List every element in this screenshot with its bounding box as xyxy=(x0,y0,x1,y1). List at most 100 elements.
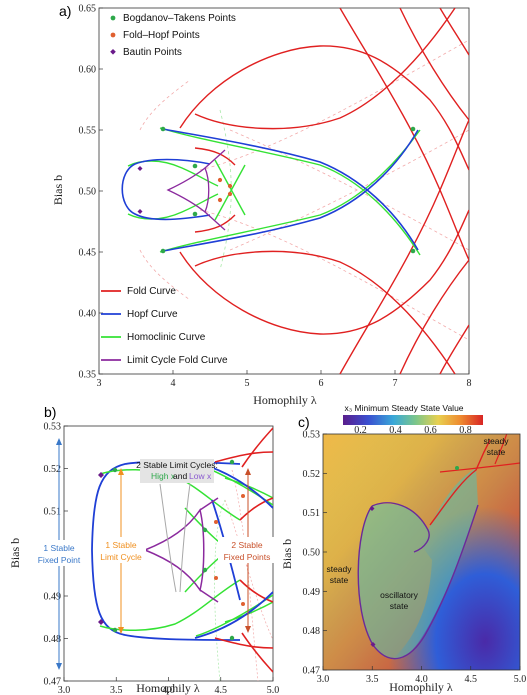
bt-point xyxy=(202,527,208,533)
y-tick-label: 0.50 xyxy=(303,548,321,559)
y-tick-label: 0.65 xyxy=(79,4,97,15)
panel-b-ylabel: Bias b xyxy=(8,538,22,568)
bt-point xyxy=(455,466,459,470)
bautin-point xyxy=(370,642,376,647)
fold-curve-lower-arc xyxy=(179,209,469,335)
fold-boundary xyxy=(429,439,491,526)
region-steady-left-1: steady xyxy=(326,564,352,574)
two-fixed-label-2: Fixed Points xyxy=(224,552,271,562)
bt-point xyxy=(229,635,235,641)
two-cycles-and: and xyxy=(173,471,187,481)
bautin-point xyxy=(98,472,104,478)
legend-homoclinic-label: Homoclinic Curve xyxy=(127,332,206,343)
panel-a-xlabel: Homophily λ xyxy=(253,393,317,407)
stable-cycle-label-bg xyxy=(96,537,146,563)
dashed-fold-branch xyxy=(139,79,191,131)
x-tick-label: 3.0 xyxy=(317,674,330,685)
region-steady-top-2: state xyxy=(487,447,506,457)
panel-b-points xyxy=(98,459,245,641)
fold-curve xyxy=(194,147,236,166)
panel-a-hopf-curves xyxy=(121,128,419,252)
fold-curve xyxy=(239,497,273,521)
panel-a-lcfold-curves xyxy=(166,149,226,231)
panel-c-xlabel: Homophily λ xyxy=(389,680,453,694)
legend-bt-label: Bogdanov–Takens Points xyxy=(123,13,236,24)
bt-point xyxy=(160,126,166,132)
bt-point xyxy=(160,248,166,254)
y-tick-label: 0.49 xyxy=(303,587,321,598)
bt-point xyxy=(202,567,208,573)
panel-b-fold-curves xyxy=(214,427,273,673)
fold-curve-upper-arc xyxy=(179,45,469,171)
homoclinic-curve xyxy=(195,594,273,637)
y-tick-label: 0.47 xyxy=(303,666,321,677)
x-tick-label: 3.0 xyxy=(58,685,71,695)
y-tick-label: 0.60 xyxy=(79,65,97,76)
region-steady-top-1: steady xyxy=(483,436,509,446)
stable-cycle-label-1: 1 Stable xyxy=(105,540,136,550)
colorbar-tick-label: 0.6 xyxy=(424,425,437,436)
panel-a: a) 3 4 5 6 7 8 0.35 0.40 0.45 0.50 0.55 0.60 0.65 H… xyxy=(51,3,472,407)
homoclinic-curve xyxy=(127,160,219,187)
region-oscillatory-2: state xyxy=(390,601,409,611)
two-cycles-title: 2 Stable Limit Cycles: xyxy=(136,460,218,470)
hopf-boundary xyxy=(357,504,479,660)
panel-a-ylabel: Bias b xyxy=(51,175,65,205)
legend-fh-marker xyxy=(110,32,116,38)
fold-curve xyxy=(399,8,469,121)
x-tick-label: 5.0 xyxy=(514,674,527,685)
panel-b-letter: b) xyxy=(44,404,56,420)
fh-point xyxy=(214,576,218,580)
y-tick-label: 0.35 xyxy=(79,370,97,381)
y-tick-label: 0.47 xyxy=(44,677,62,688)
fold-curve xyxy=(194,250,456,374)
fold-curve xyxy=(194,214,236,233)
panel-c-letter: c) xyxy=(298,414,310,430)
lcfold-curve xyxy=(166,166,210,214)
fh-point xyxy=(214,520,218,524)
dashed-fold-branch xyxy=(199,39,469,171)
fold-curve xyxy=(214,637,273,649)
region-oscillatory-1: oscillatory xyxy=(380,590,419,600)
y-tick-label: 0.50 xyxy=(79,187,97,198)
lcfold-curve xyxy=(199,589,219,603)
panel-a-fold-curves xyxy=(179,8,469,374)
panel-a-yticks: 0.35 0.40 0.45 0.50 0.55 0.60 0.65 xyxy=(79,4,103,381)
x-tick-label: 4.0 xyxy=(415,674,428,685)
x-tick-label: 3.5 xyxy=(110,685,123,695)
two-cycles-label-bg xyxy=(140,459,214,483)
fh-point xyxy=(241,602,245,606)
bautin-point xyxy=(98,619,104,625)
y-tick-label: 0.48 xyxy=(44,634,62,645)
homoclinic-curve xyxy=(224,601,273,623)
bt-point xyxy=(192,211,198,217)
hopf-boundary xyxy=(371,502,430,553)
bautin-point xyxy=(137,166,143,171)
y-tick-label: 0.51 xyxy=(44,507,62,518)
panel-c: c) x₃ Minimum Steady State Value 0.2 0.4 0… xyxy=(280,403,526,694)
fh-point xyxy=(217,177,223,183)
fh-point xyxy=(227,183,233,189)
dashed-homoclinic-branch xyxy=(214,499,226,681)
legend-fold-label: Fold Curve xyxy=(127,286,176,297)
hopf-curve xyxy=(194,591,273,639)
y-tick-label: 0.40 xyxy=(79,309,97,320)
fold-boundary xyxy=(439,462,520,473)
dashed-fold-branch xyxy=(229,129,469,251)
panel-a-unstable-branches xyxy=(139,39,469,341)
x-tick-label: 3.5 xyxy=(366,674,379,685)
stable-cycle-label-2: Limit Cycle xyxy=(100,552,142,562)
fold-curve xyxy=(241,632,273,673)
fold-curve xyxy=(399,259,469,374)
region-steady-left-2: state xyxy=(330,575,349,585)
fold-curve xyxy=(241,427,273,468)
fold-curve xyxy=(339,8,469,261)
panel-b: b) 3.03.54.04.55.0 0.470.480.490.500.510… xyxy=(8,404,279,695)
fold-curve xyxy=(214,451,273,463)
panel-a-curve-legend: Fold Curve Hopf Curve Homoclinic Curve L… xyxy=(101,286,228,366)
heatmap-area: steady state oscillatory state steady st… xyxy=(323,434,520,670)
bautin-point xyxy=(137,209,143,214)
x-tick-label: 4 xyxy=(171,378,176,389)
bt-point xyxy=(112,467,118,473)
